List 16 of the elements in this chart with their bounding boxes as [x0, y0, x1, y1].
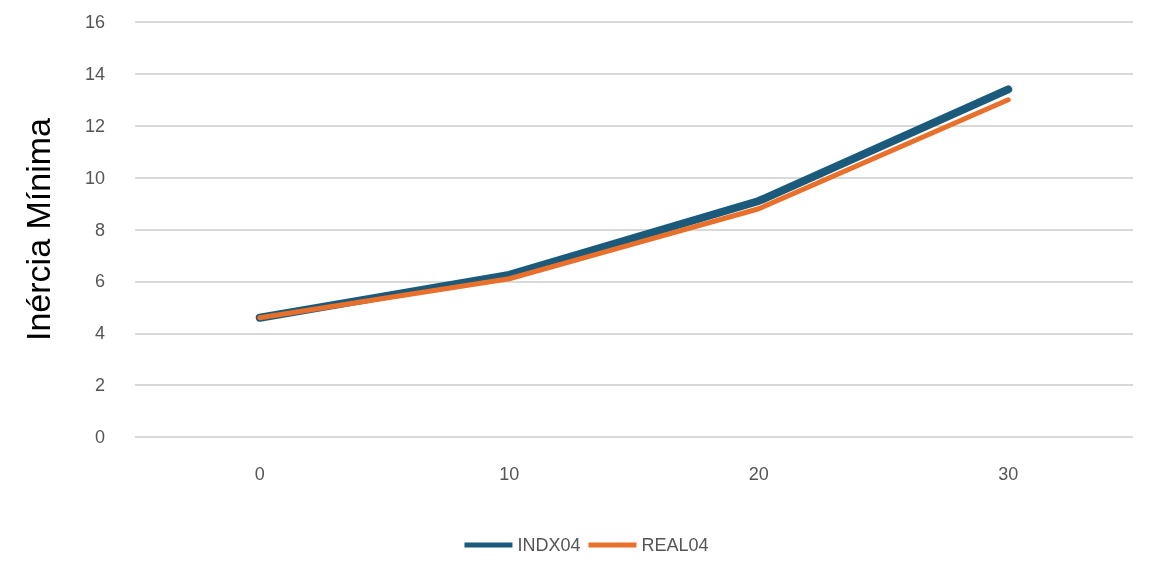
- y-tick-label: 16: [84, 12, 105, 32]
- y-tick-label: 14: [84, 63, 105, 84]
- y-tick-label: 0: [94, 427, 105, 447]
- y-tick-label: 12: [84, 115, 105, 136]
- x-tick-label: 20: [748, 464, 769, 484]
- y-tick-label: 2: [94, 375, 105, 396]
- y-axis-title: Inércia Mínima: [19, 117, 57, 341]
- x-tick-label: 30: [998, 464, 1019, 484]
- x-tick-label: 10: [499, 464, 520, 484]
- legend-label: INDX04: [517, 535, 581, 555]
- y-tick-label: 8: [94, 219, 105, 240]
- y-tick-label: 4: [94, 323, 105, 344]
- x-tick-label: 0: [254, 464, 265, 484]
- legend-label: REAL04: [641, 535, 709, 555]
- y-tick-label: 10: [84, 167, 105, 188]
- y-tick-label: 6: [94, 271, 105, 292]
